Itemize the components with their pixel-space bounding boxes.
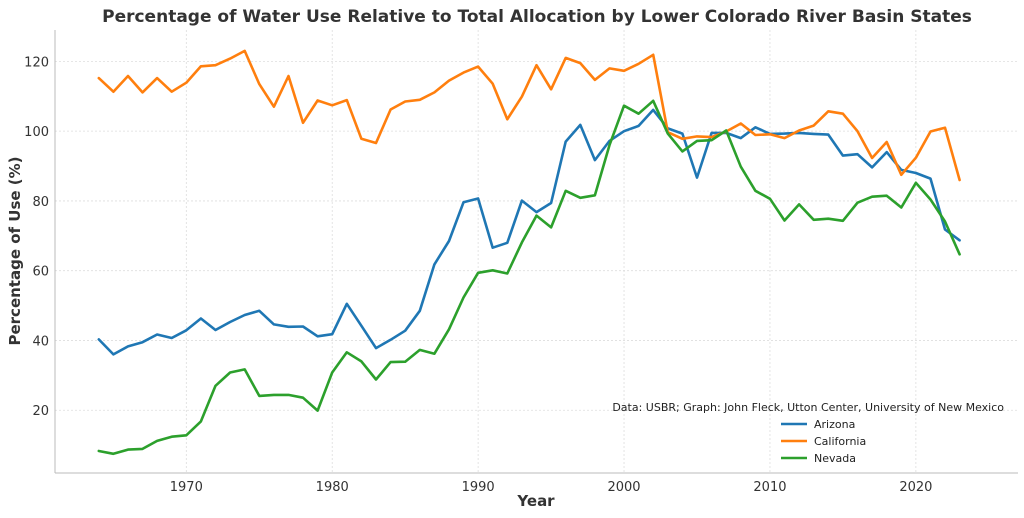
legend-label: Arizona (814, 418, 855, 431)
y-tick-labels: 20 40 60 80 100 120 (24, 55, 49, 419)
x-tick-label: 1990 (462, 480, 495, 495)
y-tick-label: 60 (32, 265, 49, 280)
series-lines (99, 51, 960, 454)
x-tick-label: 2020 (899, 480, 932, 495)
legend-label: California (814, 435, 866, 448)
y-axis-label: Percentage of Use (%) (6, 156, 24, 345)
legend-item-nevada: Nevada (781, 452, 856, 465)
y-tick-label: 40 (32, 334, 49, 349)
x-tick-label: 1980 (316, 480, 349, 495)
y-tick-label: 100 (24, 125, 49, 140)
y-tick-label: 80 (32, 195, 49, 210)
y-tick-label: 120 (24, 55, 49, 70)
legend-item-arizona: Arizona (781, 418, 855, 431)
x-tick-label: 2010 (753, 480, 786, 495)
legend-label: Nevada (814, 452, 856, 465)
x-tick-label: 2000 (607, 480, 640, 495)
legend-item-california: California (781, 435, 866, 448)
line-chart: Percentage of Water Use Relative to Tota… (0, 0, 1024, 518)
legend: Arizona California Nevada (781, 418, 866, 465)
series-line-arizona (99, 110, 960, 355)
x-tick-label: 1970 (170, 480, 203, 495)
chart-title: Percentage of Water Use Relative to Tota… (102, 7, 972, 27)
x-axis-label: Year (516, 492, 555, 510)
source-annotation: Data: USBR; Graph: John Fleck, Utton Cen… (612, 401, 1004, 414)
series-line-california (99, 51, 960, 180)
y-tick-label: 20 (32, 404, 49, 419)
